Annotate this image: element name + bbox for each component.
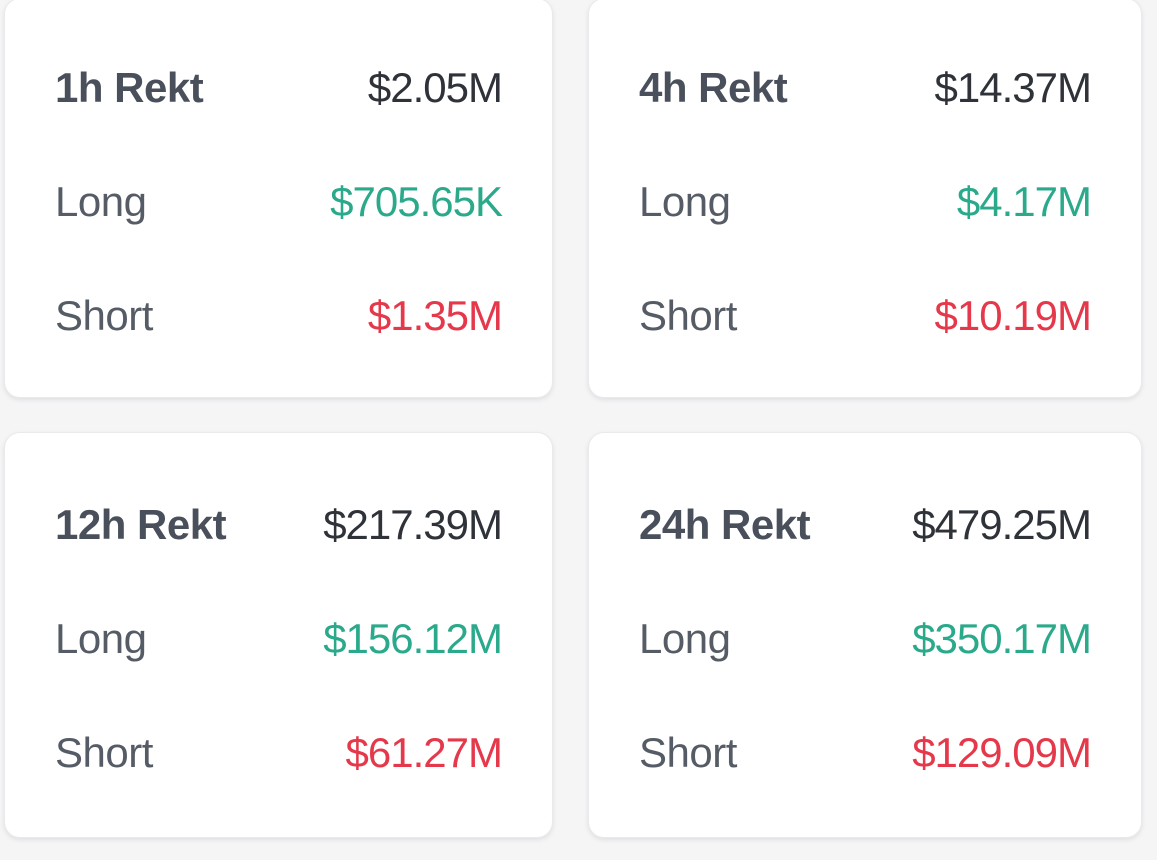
long-row: Long $350.17M bbox=[639, 615, 1092, 663]
short-label: Short bbox=[639, 729, 737, 776]
rekt-header-row: 1h Rekt $2.05M bbox=[55, 64, 503, 112]
long-value: $705.65K bbox=[330, 178, 503, 225]
rekt-card-24h: 24h Rekt $479.25M Long $350.17M Short $1… bbox=[588, 432, 1142, 838]
short-label: Short bbox=[639, 292, 737, 339]
short-row: Short $129.09M bbox=[639, 729, 1092, 777]
card-title: 12h Rekt bbox=[55, 501, 227, 548]
card-title: 1h Rekt bbox=[55, 64, 204, 111]
long-label: Long bbox=[55, 615, 147, 662]
rekt-header-row: 24h Rekt $479.25M bbox=[639, 501, 1092, 549]
total-rekt-value: $2.05M bbox=[367, 64, 503, 111]
long-label: Long bbox=[55, 178, 147, 225]
total-rekt-value: $479.25M bbox=[912, 501, 1092, 548]
short-label: Short bbox=[55, 292, 153, 339]
long-value: $4.17M bbox=[956, 178, 1092, 225]
total-rekt-value: $217.39M bbox=[323, 501, 503, 548]
long-label: Long bbox=[639, 615, 731, 662]
rekt-card-1h: 1h Rekt $2.05M Long $705.65K Short $1.35… bbox=[4, 0, 553, 398]
short-value: $1.35M bbox=[367, 292, 503, 339]
card-title: 24h Rekt bbox=[639, 501, 811, 548]
short-value: $10.19M bbox=[934, 292, 1092, 339]
rekt-header-row: 12h Rekt $217.39M bbox=[55, 501, 503, 549]
total-rekt-value: $14.37M bbox=[934, 64, 1092, 111]
long-row: Long $705.65K bbox=[55, 178, 503, 226]
short-value: $61.27M bbox=[345, 729, 503, 776]
short-row: Short $1.35M bbox=[55, 292, 503, 340]
long-label: Long bbox=[639, 178, 731, 225]
long-value: $350.17M bbox=[912, 615, 1092, 662]
short-value: $129.09M bbox=[912, 729, 1092, 776]
short-row: Short $61.27M bbox=[55, 729, 503, 777]
rekt-card-12h: 12h Rekt $217.39M Long $156.12M Short $6… bbox=[4, 432, 553, 838]
long-value: $156.12M bbox=[323, 615, 503, 662]
rekt-header-row: 4h Rekt $14.37M bbox=[639, 64, 1092, 112]
rekt-card-4h: 4h Rekt $14.37M Long $4.17M Short $10.19… bbox=[588, 0, 1142, 398]
short-label: Short bbox=[55, 729, 153, 776]
card-title: 4h Rekt bbox=[639, 64, 788, 111]
long-row: Long $4.17M bbox=[639, 178, 1092, 226]
long-row: Long $156.12M bbox=[55, 615, 503, 663]
short-row: Short $10.19M bbox=[639, 292, 1092, 340]
